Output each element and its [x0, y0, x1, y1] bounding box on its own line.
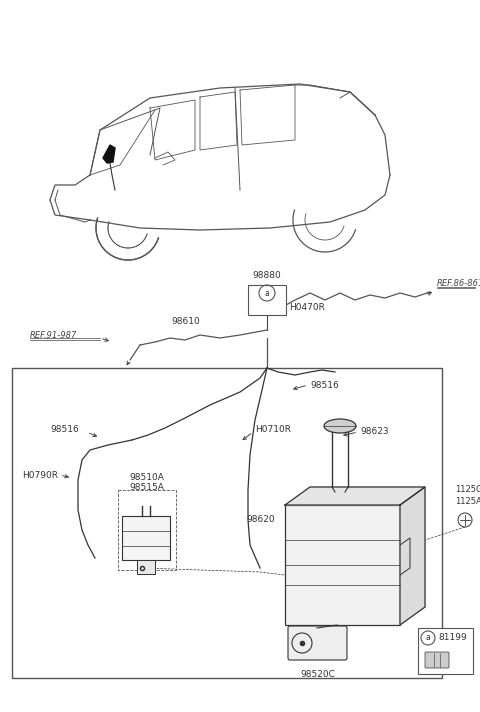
FancyBboxPatch shape — [288, 626, 347, 660]
Text: 98623: 98623 — [360, 427, 389, 436]
Bar — [12, 368, 442, 678]
Text: REF.86-861: REF.86-861 — [437, 278, 480, 288]
FancyBboxPatch shape — [425, 652, 449, 668]
Text: 98880: 98880 — [252, 271, 281, 280]
Bar — [137, 560, 155, 574]
Text: REF.91-987: REF.91-987 — [30, 330, 77, 340]
Circle shape — [293, 188, 357, 252]
Ellipse shape — [324, 419, 356, 433]
Bar — [122, 516, 170, 560]
Circle shape — [96, 196, 160, 260]
Polygon shape — [285, 487, 425, 505]
Polygon shape — [103, 145, 115, 163]
Text: 1125GB: 1125GB — [455, 486, 480, 495]
Text: 98620: 98620 — [246, 515, 275, 525]
Bar — [248, 285, 286, 315]
Text: a: a — [264, 288, 269, 298]
Text: 98515A: 98515A — [130, 483, 165, 493]
Polygon shape — [400, 487, 425, 625]
Text: 98610: 98610 — [171, 317, 200, 326]
Text: H0470R: H0470R — [289, 303, 325, 312]
Text: 98516: 98516 — [310, 380, 339, 389]
Text: 81199: 81199 — [438, 634, 467, 642]
Bar — [118, 490, 176, 570]
Text: H0710R: H0710R — [255, 426, 291, 434]
Text: 1125AD: 1125AD — [455, 498, 480, 506]
Bar — [285, 505, 400, 625]
Text: a: a — [426, 634, 431, 642]
Text: H0790R: H0790R — [22, 471, 58, 479]
Text: 98520C: 98520C — [300, 670, 336, 679]
Text: 98516: 98516 — [50, 426, 79, 434]
Bar — [418, 628, 473, 674]
Text: 98510A: 98510A — [130, 473, 165, 483]
